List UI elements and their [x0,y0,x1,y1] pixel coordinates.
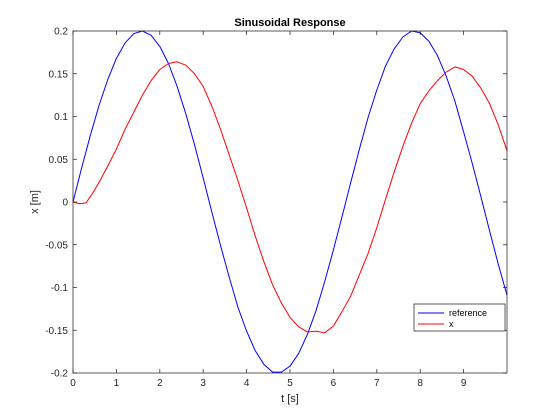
x-tick-label: 1 [114,378,120,389]
x-tick-label: 9 [461,378,467,389]
y-tick-label: 0.2 [54,27,68,38]
x-tick-label: 6 [331,378,337,389]
chart-title: Sinusoidal Response [234,17,345,29]
series-line-reference [72,30,508,373]
series-line-x [72,61,508,334]
y-tick-label: 0.05 [49,155,69,166]
y-tick-label: 0 [62,198,68,209]
x-axis-label: t [s] [281,393,299,405]
x-tick-label: 2 [157,378,163,389]
y-tick-label: -0.2 [51,369,69,380]
x-tick-label: 5 [287,378,293,389]
x-tick-label: 8 [417,378,423,389]
ticks-layer: 0 1 2 3 4 5 6 7 8 9 -0.2 -0.15 -0.1 -0.05 0 0.05 0.1 0.15… [45,27,507,389]
x-tick-label: 4 [244,378,250,389]
legend-entry-reference: reference [449,308,487,318]
x-tick-label: 7 [374,378,380,389]
series-layer [72,30,508,373]
y-tick-label: -0.05 [45,240,68,251]
legend-entry-x: x [449,319,454,329]
legend-box [413,303,506,332]
y-tick-label: -0.1 [51,283,69,294]
y-tick-label: -0.15 [45,326,68,337]
x-tick-label: 0 [70,378,76,389]
y-tick-label: 0.15 [49,69,69,80]
y-axis-label: x [m] [29,190,41,214]
y-tick-label: 0.1 [54,112,68,123]
x-tick-label: 3 [200,378,206,389]
